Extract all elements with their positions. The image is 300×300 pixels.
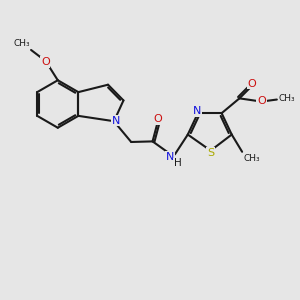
Text: O: O xyxy=(257,96,266,106)
Text: O: O xyxy=(248,79,256,88)
Text: CH₃: CH₃ xyxy=(244,154,260,163)
Text: O: O xyxy=(154,114,163,124)
Text: N: N xyxy=(112,116,120,126)
Text: S: S xyxy=(207,148,214,158)
Text: H: H xyxy=(174,158,182,168)
Text: CH₃: CH₃ xyxy=(13,39,30,48)
Text: CH₃: CH₃ xyxy=(278,94,295,103)
Text: N: N xyxy=(166,152,175,161)
Text: N: N xyxy=(193,106,201,116)
Text: O: O xyxy=(41,57,50,67)
